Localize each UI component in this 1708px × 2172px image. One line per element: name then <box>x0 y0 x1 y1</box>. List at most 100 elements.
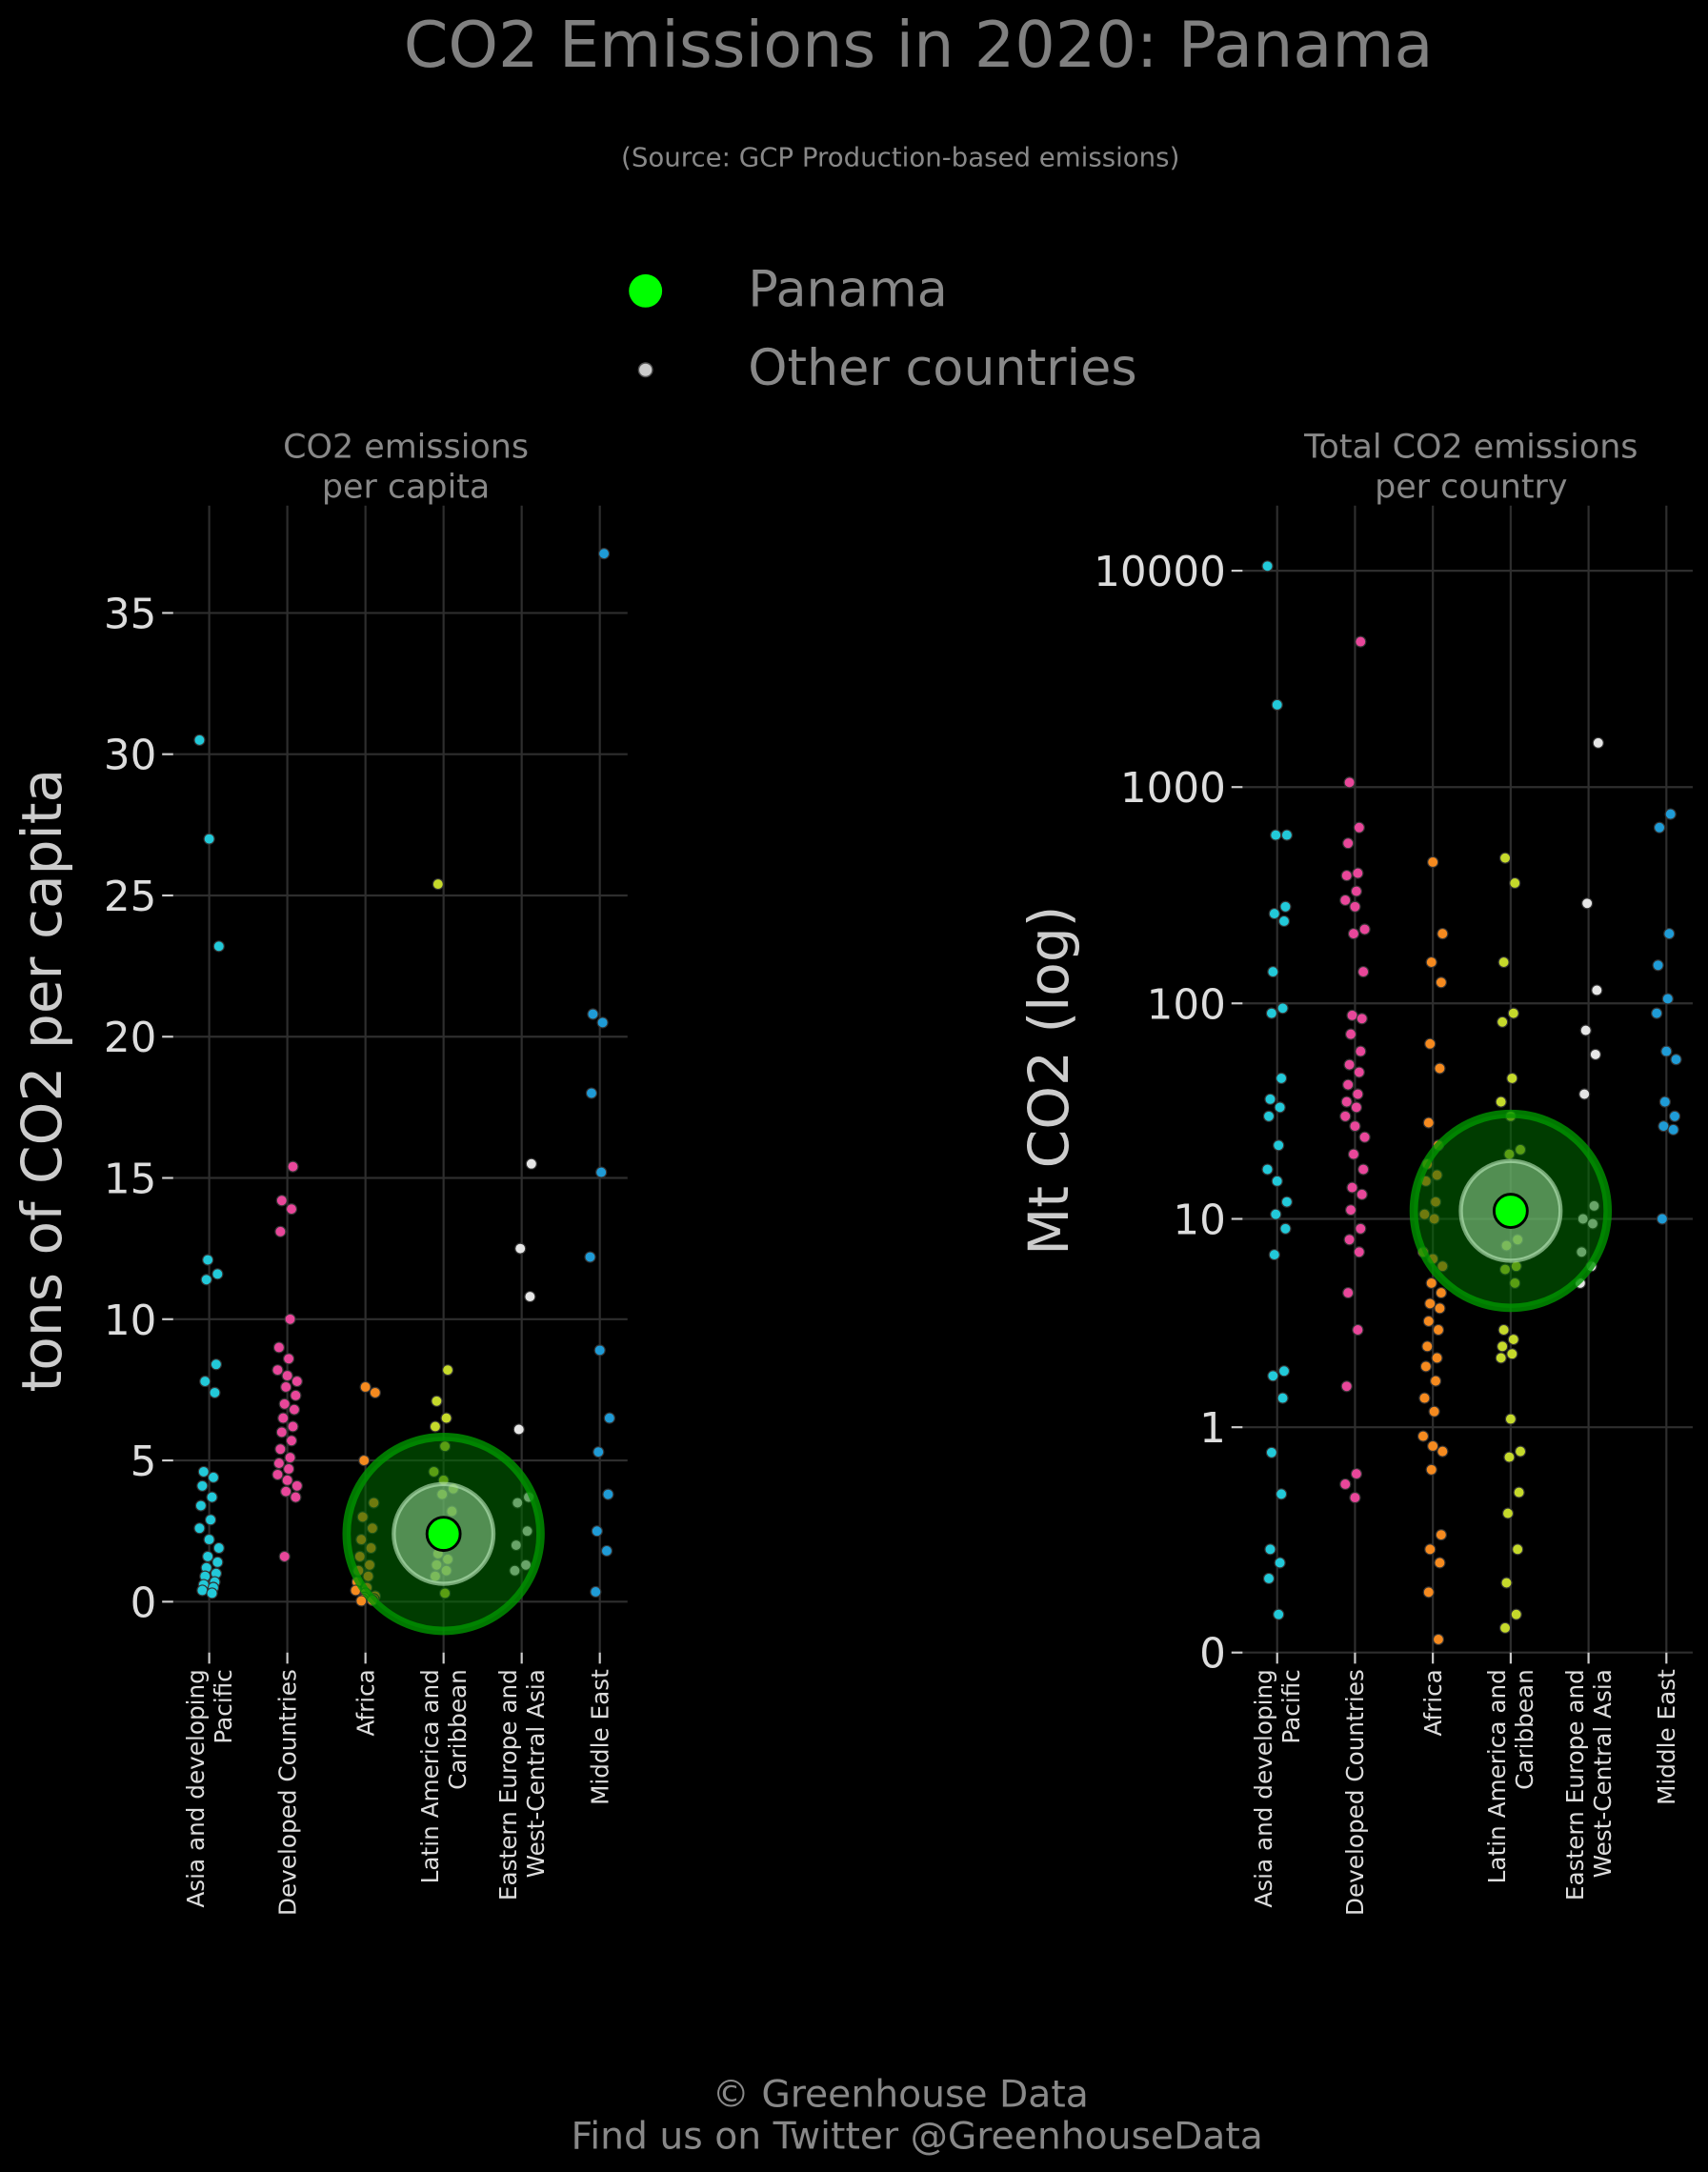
data-point <box>432 878 444 891</box>
data-point <box>1429 1375 1442 1387</box>
data-point <box>1417 1430 1430 1442</box>
data-point <box>1358 923 1371 935</box>
data-point <box>585 1087 598 1099</box>
data-point <box>1418 1392 1431 1404</box>
data-point <box>1340 1096 1353 1108</box>
data-point <box>1498 1621 1512 1634</box>
data-point <box>1356 1013 1368 1025</box>
data-point <box>1670 1054 1682 1066</box>
data-point <box>1422 1586 1435 1599</box>
data-point <box>1343 1234 1356 1246</box>
x-tick-label: Eastern Europe andWest-Central Asia <box>494 1669 550 1900</box>
data-point <box>1346 1181 1358 1194</box>
data-point <box>603 1412 615 1424</box>
y-tick-label: 10 <box>1173 1197 1226 1244</box>
data-point <box>1435 1529 1447 1541</box>
y-tick-label: 0 <box>131 1579 157 1627</box>
data-point <box>199 1375 211 1388</box>
data-point <box>1339 1478 1352 1491</box>
data-point <box>1352 1088 1364 1100</box>
data-point <box>272 1457 286 1470</box>
y-tick-label: 0 <box>1199 1631 1226 1679</box>
data-point <box>1651 1007 1663 1019</box>
data-point <box>1501 1507 1515 1519</box>
data-point <box>287 1420 299 1433</box>
x-tick-label: Middle East <box>1653 1669 1680 1805</box>
data-point <box>1264 1543 1276 1556</box>
data-point <box>1424 1037 1437 1050</box>
data-point <box>1350 1101 1363 1114</box>
data-point <box>1342 1286 1355 1299</box>
data-point <box>194 1499 208 1512</box>
data-point <box>369 1386 381 1399</box>
data-point <box>1434 1062 1446 1075</box>
data-point <box>1421 1340 1434 1353</box>
data-point <box>593 1446 605 1458</box>
y-axis-label: Mt CO2 (log) <box>1016 905 1081 1255</box>
data-point <box>282 1462 295 1476</box>
legend-marker <box>637 362 653 378</box>
data-point <box>1579 1024 1592 1036</box>
data-point <box>1279 900 1292 913</box>
data-point <box>284 1313 296 1325</box>
data-point <box>590 1585 602 1599</box>
data-point <box>1353 1246 1365 1258</box>
data-point <box>281 1369 293 1382</box>
data-point <box>280 1380 292 1394</box>
data-point <box>1271 1175 1283 1187</box>
legend-label: Other countries <box>748 339 1136 397</box>
data-point <box>355 1595 368 1607</box>
data-point <box>512 1423 525 1436</box>
data-point <box>1513 1486 1525 1498</box>
data-point <box>1275 1488 1288 1500</box>
data-point <box>1358 1131 1371 1143</box>
data-point <box>1353 821 1365 834</box>
data-point <box>1340 869 1353 882</box>
data-point <box>196 1479 209 1492</box>
data-point <box>1275 1072 1288 1085</box>
data-point <box>1503 1451 1516 1463</box>
data-point <box>1497 955 1510 969</box>
data-point <box>1428 1405 1440 1418</box>
data-point <box>1273 1139 1285 1152</box>
data-point <box>1357 965 1370 978</box>
data-point <box>1422 1116 1435 1129</box>
data-point <box>1280 829 1294 841</box>
data-point <box>1262 1110 1276 1122</box>
data-point <box>1495 1352 1507 1364</box>
data-point <box>193 1522 206 1535</box>
data-point <box>1274 1101 1286 1114</box>
data-point <box>1265 1007 1278 1019</box>
data-point <box>1661 993 1674 1005</box>
data-point <box>193 734 206 746</box>
subtitle: (Source: GCP Production-based emissions) <box>621 141 1179 172</box>
data-point <box>1510 1608 1522 1620</box>
data-point <box>1427 855 1439 869</box>
data-point <box>203 833 215 845</box>
x-tick-label: Africa <box>352 1669 379 1736</box>
data-point <box>196 1584 209 1597</box>
data-point <box>1344 1028 1357 1040</box>
data-point <box>274 1443 287 1456</box>
legend-marker <box>629 273 663 308</box>
legend-label: Panama <box>748 260 948 318</box>
chart-title: CO2 emissions per capita <box>283 429 529 507</box>
y-tick-label: 15 <box>104 1156 157 1204</box>
data-point <box>429 1420 442 1433</box>
data-point <box>211 1556 224 1568</box>
data-point <box>1424 1543 1437 1556</box>
data-point <box>1277 1365 1291 1378</box>
data-point <box>1507 1333 1519 1346</box>
data-point <box>1339 894 1352 907</box>
data-point <box>210 1358 223 1371</box>
data-point <box>1668 1110 1681 1122</box>
data-point <box>1343 1058 1356 1071</box>
x-tick-label: Developed Countries <box>1341 1669 1369 1916</box>
data-point <box>587 1008 599 1020</box>
y-axis-label: tons of CO2 per capita <box>10 769 74 1393</box>
data-point <box>1425 1277 1437 1290</box>
data-point <box>212 1541 225 1555</box>
data-point <box>1581 897 1594 910</box>
data-point <box>200 1274 212 1286</box>
data-point <box>285 1203 298 1216</box>
